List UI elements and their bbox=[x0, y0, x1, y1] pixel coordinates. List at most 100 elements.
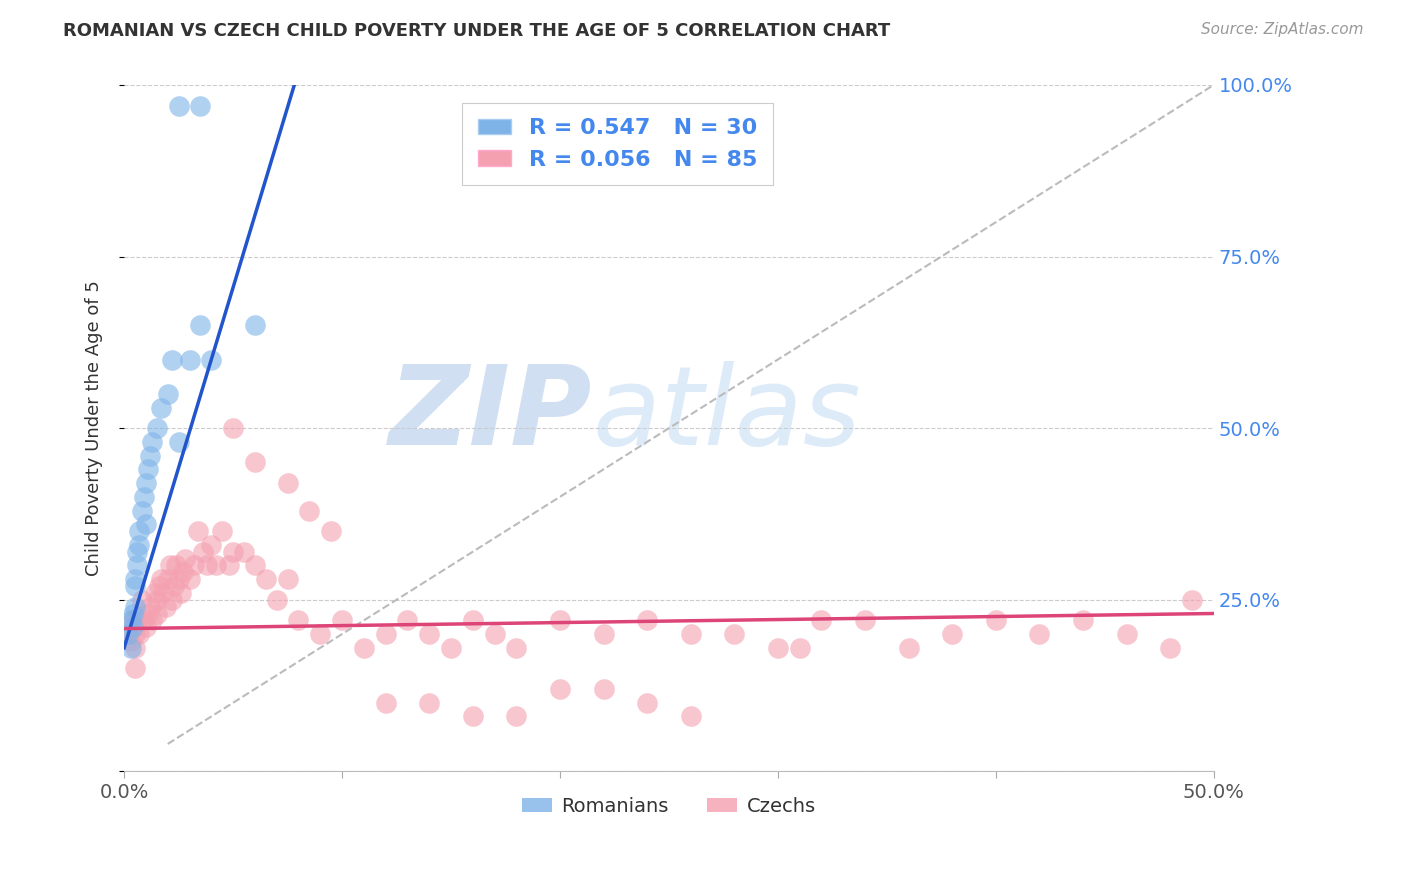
Point bbox=[190, 98, 212, 112]
Point bbox=[679, 627, 702, 641]
Point bbox=[309, 627, 332, 641]
Text: Source: ZipAtlas.com: Source: ZipAtlas.com bbox=[1201, 22, 1364, 37]
Point bbox=[810, 613, 832, 627]
Point bbox=[679, 709, 702, 723]
Point bbox=[139, 449, 162, 463]
Point bbox=[136, 462, 159, 476]
Point bbox=[200, 538, 222, 552]
Point bbox=[167, 572, 190, 586]
Point bbox=[243, 455, 266, 469]
Point bbox=[191, 545, 214, 559]
Point bbox=[233, 545, 256, 559]
Point bbox=[124, 627, 146, 641]
Point bbox=[141, 613, 163, 627]
Point bbox=[167, 434, 190, 449]
Point bbox=[1115, 627, 1137, 641]
Text: ROMANIAN VS CZECH CHILD POVERTY UNDER THE AGE OF 5 CORRELATION CHART: ROMANIAN VS CZECH CHILD POVERTY UNDER TH… bbox=[63, 22, 890, 40]
Point bbox=[200, 352, 222, 367]
Point bbox=[505, 709, 527, 723]
Point bbox=[141, 434, 163, 449]
Point bbox=[190, 318, 212, 333]
Point bbox=[222, 545, 245, 559]
Point bbox=[150, 572, 173, 586]
Point bbox=[636, 696, 658, 710]
Point bbox=[592, 627, 614, 641]
Point bbox=[167, 98, 190, 112]
Point bbox=[179, 352, 201, 367]
Point bbox=[124, 599, 146, 614]
Y-axis label: Child Poverty Under the Age of 5: Child Poverty Under the Age of 5 bbox=[86, 280, 103, 576]
Point bbox=[160, 592, 183, 607]
Point bbox=[139, 599, 162, 614]
Point bbox=[984, 613, 1007, 627]
Point bbox=[592, 681, 614, 696]
Point bbox=[155, 599, 177, 614]
Point bbox=[146, 592, 169, 607]
Text: ZIP: ZIP bbox=[389, 361, 593, 468]
Point bbox=[131, 503, 153, 517]
Point bbox=[128, 524, 150, 538]
Point bbox=[121, 607, 143, 621]
Point bbox=[124, 579, 146, 593]
Point bbox=[127, 613, 149, 627]
Point bbox=[353, 640, 375, 655]
Point bbox=[120, 640, 142, 655]
Point bbox=[243, 318, 266, 333]
Point bbox=[298, 503, 321, 517]
Point bbox=[124, 661, 146, 675]
Point bbox=[150, 401, 173, 415]
Point bbox=[160, 352, 183, 367]
Point bbox=[723, 627, 745, 641]
Point bbox=[117, 627, 139, 641]
Point bbox=[374, 696, 396, 710]
Point bbox=[243, 558, 266, 573]
Point bbox=[128, 627, 150, 641]
Point bbox=[211, 524, 233, 538]
Point bbox=[143, 586, 166, 600]
Point bbox=[277, 572, 299, 586]
Point bbox=[165, 558, 187, 573]
Point bbox=[120, 634, 142, 648]
Point bbox=[127, 545, 149, 559]
Text: atlas: atlas bbox=[593, 361, 862, 468]
Point bbox=[146, 421, 169, 435]
Point bbox=[136, 607, 159, 621]
Point bbox=[853, 613, 876, 627]
Point bbox=[120, 613, 142, 627]
Point bbox=[222, 421, 245, 435]
Point bbox=[766, 640, 789, 655]
Point bbox=[1181, 592, 1204, 607]
Point bbox=[163, 579, 186, 593]
Point bbox=[418, 627, 440, 641]
Point bbox=[548, 681, 571, 696]
Point bbox=[187, 524, 209, 538]
Point bbox=[266, 592, 288, 607]
Point bbox=[124, 640, 146, 655]
Point bbox=[132, 490, 155, 504]
Point bbox=[505, 640, 527, 655]
Point bbox=[218, 558, 240, 573]
Point bbox=[484, 627, 506, 641]
Point bbox=[156, 387, 179, 401]
Point bbox=[461, 709, 484, 723]
Point bbox=[135, 620, 157, 634]
Point bbox=[330, 613, 353, 627]
Point bbox=[121, 613, 143, 627]
Point bbox=[159, 558, 181, 573]
Point bbox=[897, 640, 920, 655]
Point bbox=[254, 572, 277, 586]
Point bbox=[204, 558, 226, 573]
Point bbox=[789, 640, 811, 655]
Point bbox=[374, 627, 396, 641]
Point bbox=[396, 613, 419, 627]
Point bbox=[128, 538, 150, 552]
Legend: Romanians, Czechs: Romanians, Czechs bbox=[515, 789, 824, 823]
Point bbox=[152, 586, 174, 600]
Point bbox=[1028, 627, 1050, 641]
Point bbox=[135, 476, 157, 491]
Point bbox=[636, 613, 658, 627]
Point bbox=[440, 640, 463, 655]
Point bbox=[941, 627, 963, 641]
Point bbox=[131, 592, 153, 607]
Point bbox=[156, 572, 179, 586]
